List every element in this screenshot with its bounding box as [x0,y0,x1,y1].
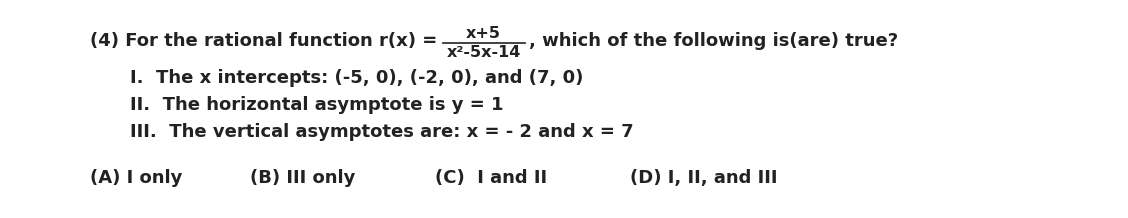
Text: II.  The horizontal asymptote is y = 1: II. The horizontal asymptote is y = 1 [130,96,503,114]
Text: x+5: x+5 [466,26,501,41]
Text: III.  The vertical asymptotes are: x = - 2 and x = 7: III. The vertical asymptotes are: x = - … [130,123,634,141]
Text: (4) For the rational function r(x) =: (4) For the rational function r(x) = [90,32,443,50]
Text: x²-5x-14: x²-5x-14 [447,45,521,60]
Text: I.  The x intercepts: (-5, 0), (-2, 0), and (7, 0): I. The x intercepts: (-5, 0), (-2, 0), a… [130,69,583,87]
Text: (D) I, II, and III: (D) I, II, and III [631,169,777,187]
Text: (A) I only: (A) I only [90,169,183,187]
Text: (C)  I and II: (C) I and II [435,169,547,187]
Text: (B) III only: (B) III only [250,169,355,187]
Text: , which of the following is(are) true?: , which of the following is(are) true? [529,32,898,50]
